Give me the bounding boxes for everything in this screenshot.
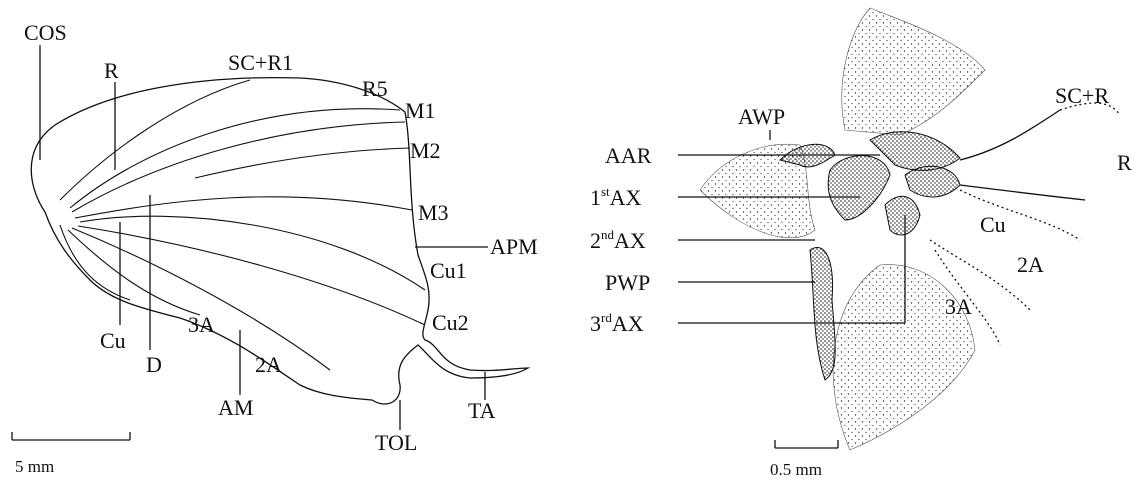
label: Cu xyxy=(100,328,126,353)
axillary-name: AX xyxy=(614,228,646,253)
axillary-number: 1 xyxy=(590,185,601,210)
label: PWP xyxy=(605,270,650,295)
right-wing-base-path xyxy=(810,247,835,380)
label: TOL xyxy=(375,430,417,455)
label: Cu1 xyxy=(430,258,467,283)
label: SC+R xyxy=(1055,83,1109,108)
left-wing-path xyxy=(60,80,250,200)
left-wing-path xyxy=(78,226,425,325)
axillary-name: AX xyxy=(610,185,642,210)
left-wing-path xyxy=(75,197,412,218)
axillary-name: AX xyxy=(612,311,644,336)
left-wing-path xyxy=(195,148,410,178)
label: R xyxy=(104,58,119,83)
axillary-label: 3rdAX xyxy=(590,310,644,336)
label: AM xyxy=(218,395,253,420)
figure: COS R SC+R1 R5 M1 M2 M3 APM Cu1 Cu2 3A C… xyxy=(0,0,1143,482)
right-wing-base-path xyxy=(833,265,975,450)
left-wing-path xyxy=(68,230,200,315)
label: Cu2 xyxy=(432,310,469,335)
right-wing-base-path xyxy=(960,110,1060,160)
axillary-label: 1stAX xyxy=(590,184,642,210)
right-wing-base-path xyxy=(960,185,1085,200)
left-wing-path xyxy=(72,122,405,212)
label: 2A xyxy=(1017,252,1044,277)
axillary-number: 2 xyxy=(590,228,601,253)
label: D xyxy=(146,352,162,377)
axillary-number: 3 xyxy=(590,311,601,336)
label: 2A xyxy=(255,352,282,377)
label: 3A xyxy=(945,294,972,319)
left-wing-path xyxy=(80,216,425,290)
label: M2 xyxy=(410,138,441,163)
label: Cu xyxy=(980,212,1006,237)
right-wing-base xyxy=(700,8,1120,450)
label: 3A xyxy=(188,312,215,337)
right-wing-base-path xyxy=(885,196,920,235)
label: AAR xyxy=(605,143,652,168)
left-wing-path xyxy=(70,109,400,208)
label: TA xyxy=(468,398,496,423)
axillary-label: 2ndAX xyxy=(590,227,646,253)
label: APM xyxy=(490,234,538,259)
axillary-suffix: nd xyxy=(601,227,615,242)
scale-bar-label: 5 mm xyxy=(15,457,54,476)
label: AWP xyxy=(738,104,785,129)
label: COS xyxy=(24,20,67,45)
label: R5 xyxy=(362,76,388,101)
label: M3 xyxy=(418,200,449,225)
right-wing-base-path xyxy=(905,166,960,197)
label: SC+R1 xyxy=(228,50,293,75)
label: R xyxy=(1117,150,1132,175)
label: M1 xyxy=(405,98,436,123)
right-wing-base-path xyxy=(842,8,985,135)
scale-bar-label: 0.5 mm xyxy=(770,460,822,479)
right-wing-base-path xyxy=(828,156,890,220)
axillary-suffix: rd xyxy=(601,310,612,325)
